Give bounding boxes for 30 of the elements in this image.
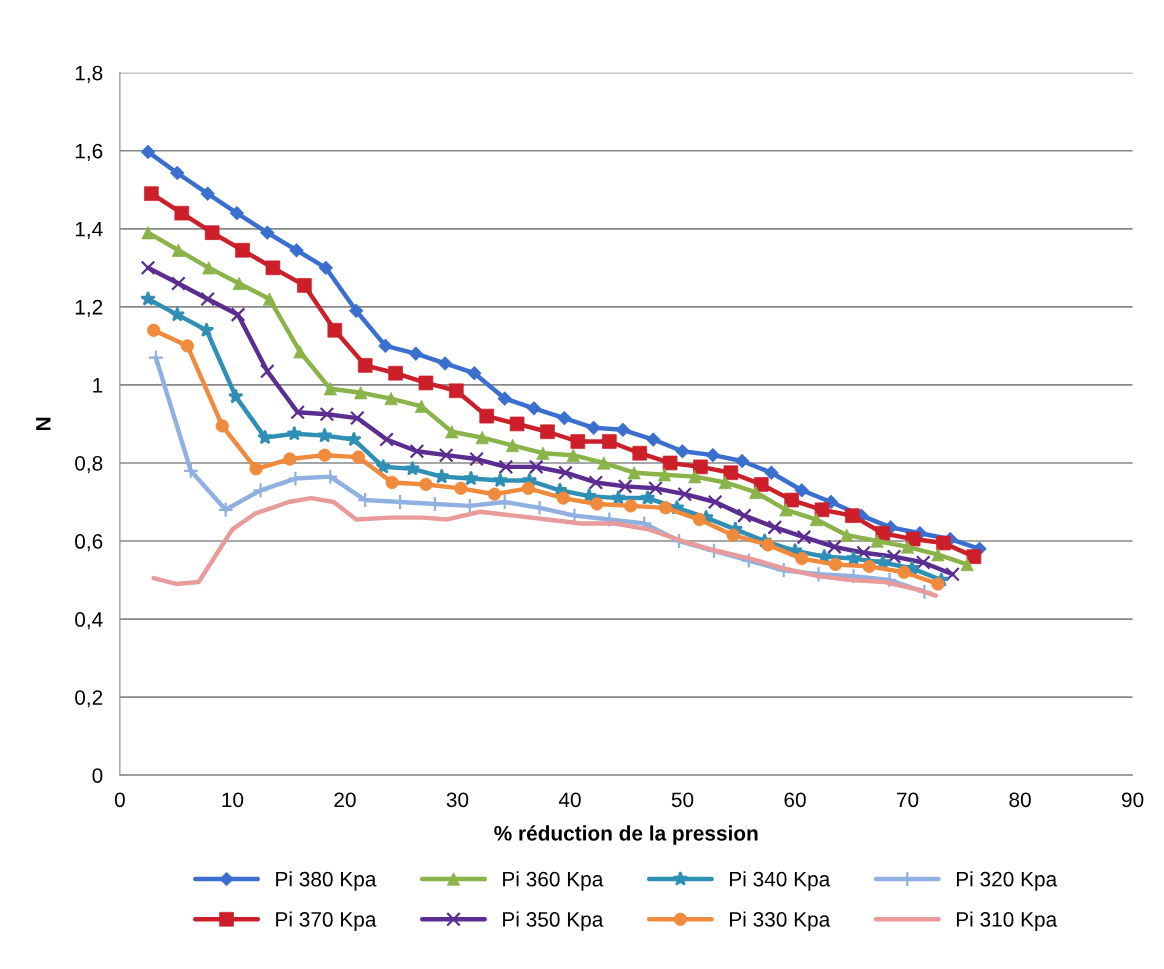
- x-tick-label: 30: [446, 792, 469, 808]
- legend-label: Pi 320 Kpa: [956, 871, 1058, 891]
- x-tick-label: 20: [334, 792, 356, 808]
- legend-label: Pi 340 Kpa: [730, 871, 831, 891]
- y-tick-label: 0: [92, 768, 103, 783]
- legend-label: Pi 350 Kpa: [503, 911, 604, 931]
- legend-label: Pi 310 Kpa: [956, 911, 1058, 931]
- y-axis-title: N: [36, 417, 51, 431]
- x-tick-label: 0: [114, 792, 125, 808]
- y-tick-label: 1,6: [75, 143, 103, 161]
- x-tick-label: 90: [1121, 792, 1144, 808]
- x-tick-label: 10: [222, 792, 244, 808]
- y-tick-label: 1,2: [75, 299, 103, 318]
- legend-label: Pi 380 Kpa: [276, 871, 377, 891]
- x-tick-label: 80: [1009, 792, 1031, 808]
- y-tick-label: 1,8: [75, 65, 103, 83]
- legend-label: Pi 370 Kpa: [276, 911, 377, 931]
- y-tick-label: 0,4: [75, 612, 103, 630]
- x-axis-title: % réduction de la pression: [494, 825, 758, 845]
- x-tick-label: 40: [558, 792, 581, 808]
- y-tick-label: 0,8: [75, 455, 103, 474]
- y-tick-label: 1,4: [75, 222, 103, 240]
- y-tick-label: 0,6: [75, 534, 103, 552]
- x-tick-label: 70: [897, 792, 919, 808]
- legend-label: Pi 330 Kpa: [730, 911, 831, 931]
- x-tick-label: 50: [671, 792, 694, 808]
- x-tick-label: 60: [784, 792, 806, 808]
- y-tick-label: 1: [93, 378, 103, 393]
- y-tick-label: 0,2: [75, 690, 103, 708]
- legend-label: Pi 360 Kpa: [503, 871, 604, 891]
